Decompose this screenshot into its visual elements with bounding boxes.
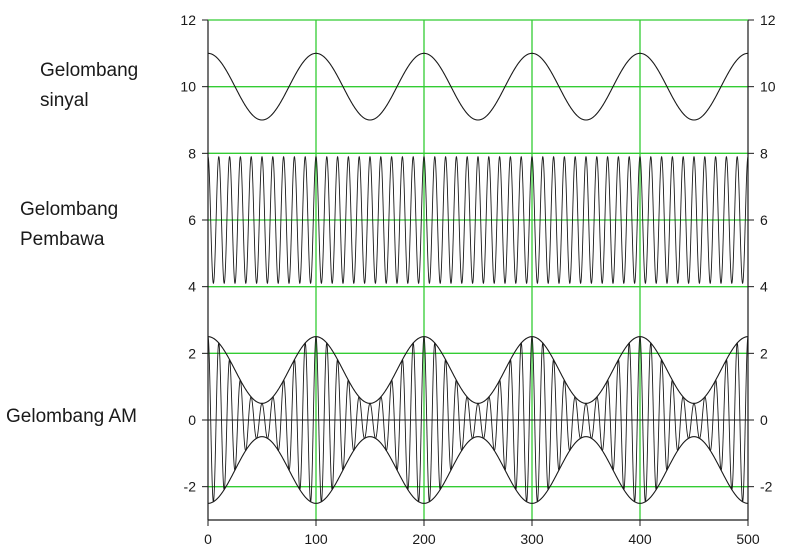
x-tick-label-300: 300 [520,531,544,547]
y-tick-label-right-0: 0 [760,412,768,428]
series-am-envelope-upper [207,336,749,404]
y-tick-label-left-2: 2 [188,345,196,361]
y-tick-label-right-8: 8 [760,145,768,161]
label-signal-wave: Gelombang sinyal [40,56,138,116]
x-tick-label-400: 400 [628,531,652,547]
y-tick-label-right--2: -2 [760,479,773,495]
label-carrier-wave: Gelombang Pembawa [20,195,118,255]
series-carrier [207,156,749,284]
axes [202,19,754,526]
y-tick-label-left-6: 6 [188,212,196,228]
x-tick-label-100: 100 [304,531,328,547]
y-tick-label-left-10: 10 [180,79,196,95]
tick-labels: 0 100 200 300 400 500 -2 0 2 4 6 8 10 12 -2 0 2 4 6 8 10 12 [180,12,775,547]
label-carrier-line-1: Gelombang [20,199,119,220]
y-tick-label-right-12: 12 [760,12,776,28]
series-lines [207,52,749,504]
grid-lines [208,20,748,520]
y-tick-label-left--2: -2 [184,479,197,495]
y-tick-label-right-4: 4 [760,279,768,295]
label-signal-line-2: sinyal [40,90,89,111]
series-am [207,335,749,503]
x-tick-label-200: 200 [412,531,436,547]
y-tick-label-left-8: 8 [188,145,196,161]
y-tick-label-right-2: 2 [760,345,768,361]
label-signal-line-1: Gelombang [40,60,139,81]
y-tick-label-left-0: 0 [188,412,196,428]
label-am-line-1: Gelombang AM [6,406,137,427]
x-tick-label-0: 0 [204,531,212,547]
x-tick-label-500: 500 [736,531,760,547]
y-tick-label-right-6: 6 [760,212,768,228]
series-am-envelope-lower [207,436,749,504]
label-carrier-line-2: Pembawa [20,229,105,250]
y-tick-label-left-4: 4 [188,279,196,295]
y-tick-label-right-10: 10 [760,79,776,95]
label-am-wave: Gelombang AM [6,402,137,432]
y-tick-label-left-12: 12 [180,12,196,28]
series-signal [207,52,749,121]
